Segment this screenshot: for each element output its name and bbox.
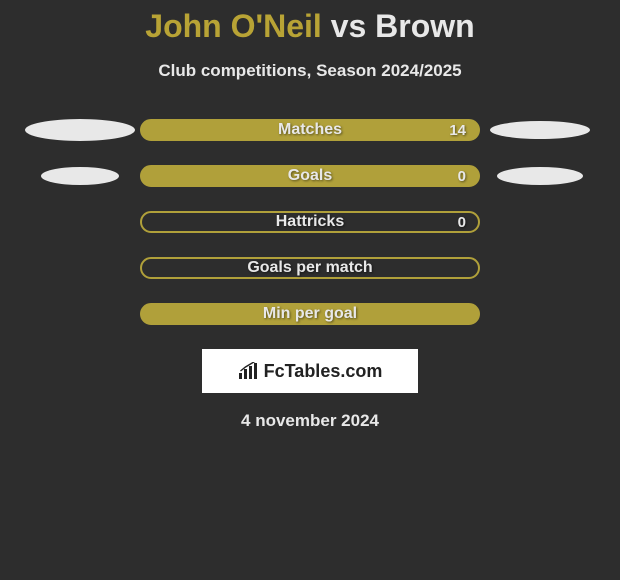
stat-label: Goals per match [247,259,372,277]
title-vs: vs [331,8,367,44]
stat-row: Matches 14 [0,119,620,141]
stat-label: Hattricks [276,213,344,231]
stat-row: Hattricks 0 [0,211,620,233]
right-ellipse [490,121,590,139]
logo: FcTables.com [238,361,383,382]
comparison-infographic: John O'Neil vs Brown Club competitions, … [0,0,620,431]
stat-value-right: 14 [449,122,466,139]
stats-rows: Matches 14 Goals 0 Hattricks 0 Goals per match… [0,119,620,325]
left-ellipse [25,119,135,141]
stat-bar: Goals 0 [140,165,480,187]
stat-row: Goals per match [0,257,620,279]
left-ellipse-slot [20,167,140,185]
left-ellipse [41,167,119,185]
logo-text: FcTables.com [264,361,383,382]
stat-row: Goals 0 [0,165,620,187]
title-player1: John O'Neil [145,8,322,44]
bar-chart-icon [238,362,260,380]
date: 4 november 2024 [0,411,620,431]
page-title: John O'Neil vs Brown [0,8,620,45]
stat-label: Min per goal [263,305,357,323]
right-ellipse-slot [480,167,600,185]
stat-bar: Hattricks 0 [140,211,480,233]
stat-row: Min per goal [0,303,620,325]
stat-bar: Min per goal [140,303,480,325]
left-ellipse-slot [20,119,140,141]
stat-value-right: 0 [458,214,466,231]
stat-label: Matches [278,121,342,139]
title-player2: Brown [375,8,475,44]
stat-bar: Goals per match [140,257,480,279]
logo-box: FcTables.com [202,349,418,393]
stat-bar: Matches 14 [140,119,480,141]
right-ellipse-slot [480,121,600,139]
right-ellipse [497,167,583,185]
stat-label: Goals [288,167,332,185]
subtitle: Club competitions, Season 2024/2025 [0,61,620,81]
stat-value-right: 0 [458,168,466,185]
